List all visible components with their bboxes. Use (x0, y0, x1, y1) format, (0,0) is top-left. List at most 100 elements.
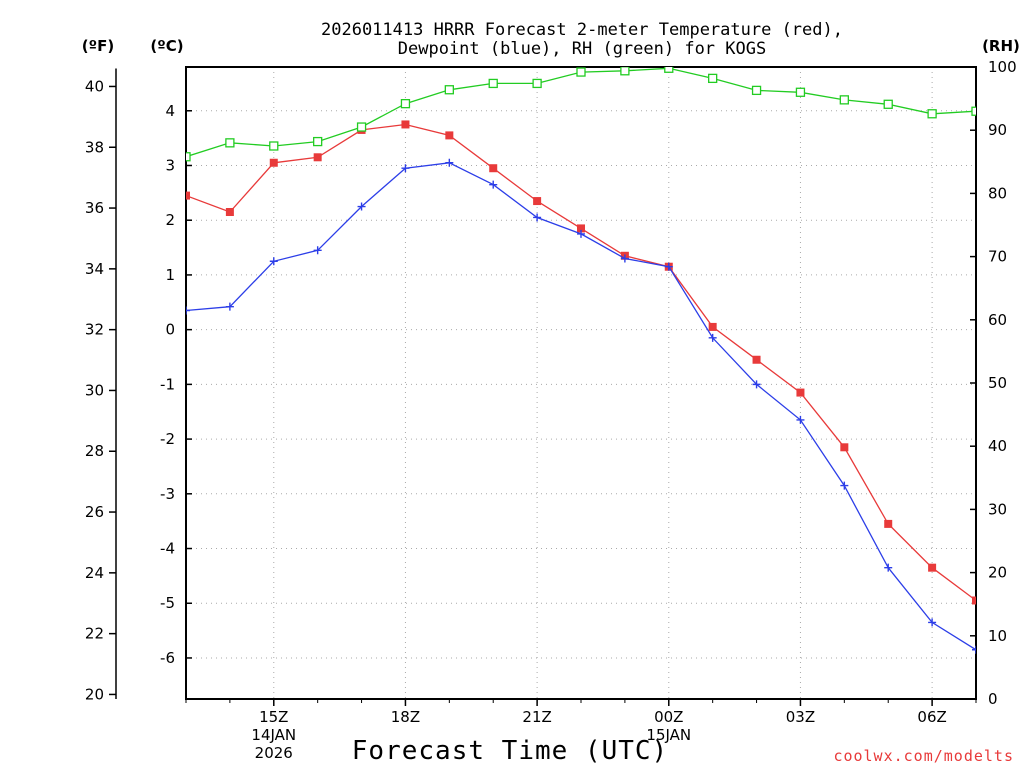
series-dewpoint (186, 158, 976, 654)
dewpoint-point (884, 563, 893, 572)
fahrenheit-tick-label: 24 (85, 564, 104, 582)
temperature-point (269, 158, 278, 167)
series-group (186, 67, 976, 654)
rh-point (225, 138, 235, 148)
dewpoint-point (357, 202, 366, 211)
temperature-point (489, 164, 498, 173)
dewpoint-point (928, 618, 937, 627)
fahrenheit-tick-label: 20 (85, 685, 104, 703)
rh-line (186, 67, 976, 158)
fahrenheit-tick-label: 22 (85, 625, 104, 643)
rh-point (620, 67, 630, 76)
dewpoint-point (840, 481, 849, 490)
temperature-point (533, 197, 542, 206)
rh-point (795, 87, 806, 97)
dewpoint-point (533, 213, 542, 222)
fahrenheit-tick-label: 38 (85, 138, 104, 156)
temperature-line (186, 123, 976, 602)
dewpoint-point (664, 262, 673, 271)
dewpoint-point (577, 229, 585, 238)
celsius-tick-label: 2 (165, 211, 175, 229)
rh-point (708, 73, 718, 84)
temperature-point (186, 191, 190, 200)
rh-point (576, 67, 586, 77)
x-tick-label: 14JAN (251, 726, 296, 744)
dewpoint-point (186, 306, 190, 315)
dewpoint-point (489, 180, 498, 189)
rh-tick-label: 0 (988, 690, 998, 708)
x-tick-label: 21Z (522, 708, 551, 726)
temperature-point (225, 208, 234, 217)
rh-point (883, 99, 893, 109)
fahrenheit-tick-label: 30 (85, 381, 104, 399)
chart-title-line-2: Dewpoint (blue), RH (green) for KOGS (398, 39, 766, 59)
rh-point (839, 95, 849, 105)
dewpoint-point (752, 380, 761, 389)
x-tick-label: 03Z (786, 708, 815, 726)
rh-tick-label: 40 (988, 437, 1007, 455)
rh-tick-label: 20 (988, 564, 1007, 582)
x-tick-label: 06Z (917, 708, 946, 726)
rh-point (927, 109, 937, 119)
rh-point (269, 141, 279, 151)
rh-tick-label: 10 (988, 627, 1007, 645)
temperature-point (840, 443, 849, 452)
rh-tick-label: 70 (988, 248, 1007, 266)
celsius-tick-label: 0 (165, 321, 175, 339)
fahrenheit-tick-label: 26 (85, 503, 104, 521)
rh-point (400, 99, 411, 109)
dewpoint-point (225, 302, 234, 311)
rh-point (356, 122, 367, 132)
grid-lines (186, 67, 976, 699)
rh-tick-label: 30 (988, 500, 1007, 518)
rh-point (971, 106, 976, 116)
celsius-tick-label: -4 (160, 540, 175, 558)
dewpoint-point (445, 158, 454, 167)
dewpoint-point (401, 164, 410, 173)
celsius-tick-label: -5 (160, 594, 175, 612)
dewpoint-point (708, 333, 717, 342)
celsius-tick-label: -3 (160, 485, 175, 503)
plot-frame (185, 66, 977, 700)
rh-tick-label: 90 (988, 121, 1007, 139)
dewpoint-point (620, 254, 629, 263)
celsius-tick-label: -2 (160, 430, 175, 448)
temperature-point (796, 388, 805, 397)
rh-point (444, 85, 454, 95)
rh-tick-label: 60 (988, 311, 1007, 329)
temperature-point (752, 355, 761, 364)
temperature-point (884, 519, 893, 528)
fahrenheit-tick-label: 40 (85, 77, 104, 95)
celsius-tick-label: 4 (165, 102, 175, 120)
celsius-axis-unit: (ºC) (150, 37, 183, 55)
rh-tick-label: 80 (988, 184, 1007, 202)
temperature-point (313, 153, 322, 162)
dewpoint-point (796, 415, 805, 424)
dewpoint-point (313, 246, 322, 255)
celsius-tick-label: -1 (160, 375, 175, 393)
rh-point (664, 67, 674, 73)
rh-tick-label: 100 (988, 58, 1017, 76)
series-rh (186, 67, 976, 162)
celsius-tick-label: 1 (165, 266, 175, 284)
temperature-point (577, 224, 585, 233)
rh-point (751, 85, 762, 96)
temperature-point (708, 322, 717, 331)
celsius-tick-label: 3 (165, 156, 175, 174)
x-axis-title: Forecast Time (UTC) (352, 736, 668, 766)
rh-tick-label: 50 (988, 374, 1007, 392)
temperature-point (972, 596, 976, 605)
series-temperature (186, 120, 976, 605)
x-tick-label: 2026 (255, 744, 293, 762)
fahrenheit-tick-label: 36 (85, 199, 104, 217)
temperature-point (928, 563, 937, 572)
rh-point (488, 78, 498, 89)
dewpoint-point (269, 257, 278, 266)
dewpoint-point (972, 645, 976, 654)
temperature-point (401, 120, 410, 129)
celsius-tick-label: -6 (160, 649, 175, 667)
credit-text: coolwx.com/modelts (833, 747, 1014, 765)
rh-point (186, 152, 191, 162)
